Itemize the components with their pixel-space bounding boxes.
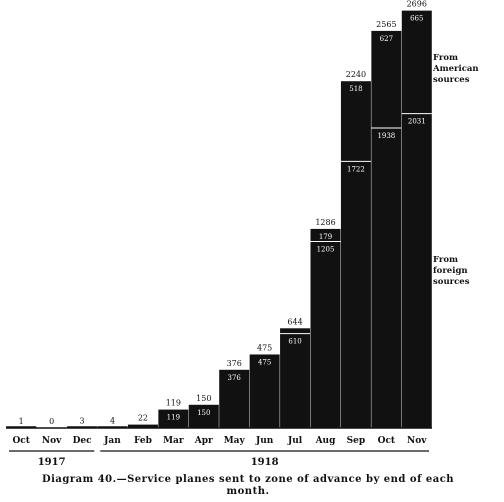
bars-group [6,10,432,429]
bar-9 [280,328,311,428]
legend-american-line3: sources [433,75,470,85]
bar-13 [401,10,432,428]
bar-8 [249,354,280,428]
year-labels: 1917 1918 [9,450,429,468]
total-label-8: 475 [257,343,272,352]
total-label-7: 376 [227,359,242,368]
foreign-label-10: 1205 [317,245,335,253]
foreign-label-11: 1722 [347,165,365,173]
total-label-1: 0 [49,417,54,426]
month-label-11: Sep [347,436,366,446]
total-label-0: 1 [19,417,24,426]
year-label-1: 1918 [251,457,279,468]
legend-foreign: From foreign sources [433,255,471,287]
total-label-11: 2240 [346,70,366,79]
foreign-label-12: 1938 [377,132,395,140]
total-label-13: 2696 [407,0,427,9]
legend-foreign-line3: sources [433,277,470,287]
month-label-8: Jun [255,436,274,446]
total-label-2: 3 [80,417,85,426]
total-label-9: 644 [287,317,302,326]
year-label-0: 1917 [38,457,66,468]
month-label-2: Dec [73,436,93,446]
total-label-10: 1286 [315,218,335,227]
american-label-13: 665 [410,15,423,23]
foreign-label-6: 150 [197,409,210,417]
total-label-4: 22 [138,414,148,423]
month-label-0: Oct [12,436,30,446]
american-label-10: 179 [319,233,332,241]
month-label-7: May [224,436,246,446]
american-label-12: 627 [380,35,393,43]
legend-foreign-line1: From [433,255,458,265]
month-label-9: Jul [287,436,303,446]
total-label-3: 4 [110,416,115,425]
total-label-6: 150 [196,394,211,403]
american-label-11: 518 [349,85,362,93]
legend-american-line2: American [432,64,479,74]
bar-10 [310,228,341,428]
month-label-10: Aug [315,436,337,446]
caption-line-1: Diagram 40.—Service planes sent to zone … [42,474,454,485]
month-label-12: Oct [378,436,396,446]
labels-group: 1 0 3 4 22 119 119 150 150 376 376 475 475 644 610 1286… [19,0,427,426]
foreign-label-7: 376 [228,374,242,382]
month-label-6: Apr [194,436,213,446]
bar-11 [340,81,371,428]
caption-line-2: month. [227,486,270,497]
bar-12 [371,30,402,429]
month-label-3: Jan [103,436,121,446]
legend-american-line1: From [433,53,458,63]
month-label-4: Feb [134,436,152,446]
legend-foreign-line2: foreign [433,266,468,276]
bar-7 [219,369,250,428]
bar-5 [158,409,189,428]
foreign-label-8: 475 [258,358,271,366]
foreign-label-9: 610 [288,338,301,346]
month-labels: Oct Nov Dec Jan Feb Mar Apr May Jun Jul Aug Sep Oct N… [12,436,427,446]
foreign-label-5: 119 [167,414,180,422]
legend-american: From American sources [432,53,482,85]
month-label-5: Mar [163,436,184,446]
total-label-5: 119 [166,399,181,408]
month-label-13: Nov [407,436,427,446]
bar-6 [188,404,219,428]
foreign-label-13: 2031 [408,118,426,126]
month-label-1: Nov [42,436,62,446]
total-label-12: 2565 [376,20,396,29]
